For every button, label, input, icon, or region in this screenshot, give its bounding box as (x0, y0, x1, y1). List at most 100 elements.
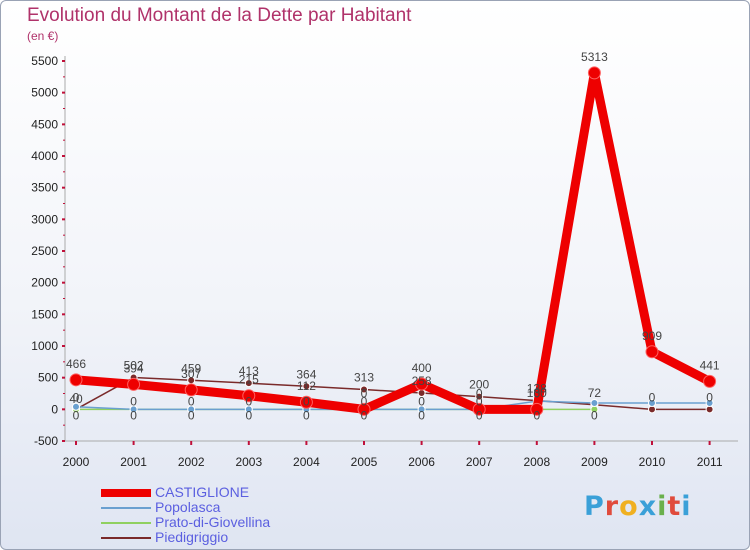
x-tick-label: 2000 (63, 455, 90, 469)
x-tick-label: 2011 (697, 455, 723, 469)
legend-swatch-prato (101, 522, 151, 524)
x-tick-label: 2003 (235, 455, 262, 469)
data-label-piedigriggio: 200 (469, 378, 489, 392)
point-popolasca (590, 399, 599, 407)
data-label-piedigriggio: 258 (412, 374, 432, 388)
data-label-prato-di-giovellina: 0 (245, 408, 252, 422)
logo-letter: t (667, 491, 682, 522)
point-piedigriggio (244, 379, 253, 388)
y-tick-label: 4000 (31, 149, 58, 163)
point-popolasca (129, 405, 138, 414)
y-tick-label: 3000 (31, 212, 58, 226)
y-tick-label: -500 (34, 434, 58, 448)
series-line-piedigriggio (75, 376, 711, 411)
point-popolasca (244, 405, 253, 414)
data-label-castiglione: 400 (412, 361, 432, 375)
series-line-castiglione (71, 68, 715, 414)
point-castiglione (645, 345, 659, 359)
x-tick-label: 2008 (523, 455, 550, 469)
data-label-prato-di-giovellina: 0 (476, 408, 483, 422)
legend-swatch-piedigriggio (101, 537, 151, 539)
legend-label-prato: Prato-di-Giovellina (155, 514, 271, 530)
x-tick-label: 2007 (466, 455, 493, 469)
data-label-piedigriggio: 0 (649, 390, 656, 404)
data-label-popolasca: 0 (476, 394, 483, 408)
y-tick-label: 1000 (31, 339, 58, 353)
proxiti-logo: Proxiti (584, 491, 692, 522)
point-popolasca (648, 399, 656, 407)
data-label-piedigriggio: 459 (181, 361, 201, 375)
data-label-popolasca: 0 (418, 394, 425, 408)
y-tick-label: 500 (38, 371, 58, 385)
point-popolasca (705, 399, 714, 407)
data-label-castiglione: 0 (361, 386, 368, 400)
y-tick-label: 1500 (31, 307, 58, 321)
series-line-popolasca (75, 400, 711, 411)
data-label-prato-di-giovellina: 0 (533, 408, 540, 422)
y-tick-label: 3500 (31, 181, 58, 195)
legend-label-popolasca: Popolasca (155, 499, 221, 515)
logo-letter: P (584, 491, 605, 522)
data-label-piedigriggio: 72 (588, 386, 602, 400)
legend-label-piedigriggio: Piedigriggio (155, 529, 229, 545)
data-label-piedigriggio: 413 (239, 364, 259, 378)
point-castiglione (587, 66, 601, 80)
x-tick-label: 2009 (581, 455, 608, 469)
data-label-castiglione: 307 (181, 367, 201, 381)
x-tick-label: 2006 (408, 455, 435, 469)
point-castiglione (530, 402, 544, 416)
chart-title: Evolution du Montant de la Dette par Hab… (27, 5, 412, 26)
point-castiglione (242, 389, 256, 403)
data-label-castiglione: 909 (642, 329, 662, 343)
data-label-prato-di-giovellina: 0 (591, 408, 598, 422)
data-label-prato-di-giovellina: 0 (303, 408, 310, 422)
x-tick-label: 2001 (120, 455, 147, 469)
data-label-prato-di-giovellina: 0 (130, 408, 137, 422)
y-tick-label: 0 (51, 402, 58, 416)
point-castiglione (127, 377, 141, 391)
x-tick-label: 2010 (639, 455, 666, 469)
data-label-popolasca: 0 (361, 394, 368, 408)
chart-subtitle: (en €) (27, 29, 59, 43)
x-tick-label: 2005 (351, 455, 378, 469)
legend-swatch-popolasca (101, 507, 151, 509)
y-tick-label: 4500 (31, 117, 58, 131)
point-piedigriggio (475, 392, 484, 401)
data-label-castiglione: 441 (700, 358, 720, 372)
data-label-castiglione: 466 (66, 357, 86, 371)
logo-letter: o (619, 491, 639, 522)
point-popolasca (72, 402, 80, 411)
logo-letter: x (638, 491, 658, 522)
point-piedigriggio (302, 382, 311, 391)
data-label-piedigriggio: 313 (354, 371, 374, 385)
axes: -500050010001500200025003000350040004500… (31, 54, 738, 469)
data-label-prato-di-giovellina: 0 (361, 408, 368, 422)
data-label-castiglione: 5313 (581, 50, 608, 64)
logo-letter: i (681, 491, 692, 522)
point-castiglione (472, 402, 486, 416)
point-castiglione (703, 374, 717, 388)
data-label-piedigriggio: 502 (124, 359, 144, 373)
logo-letter: i (657, 491, 668, 522)
x-tick-label: 2004 (293, 455, 320, 469)
point-castiglione (415, 377, 429, 391)
legend-swatch-castiglione (101, 489, 151, 497)
point-piedigriggio (360, 385, 368, 394)
data-label-castiglione: 112 (297, 379, 316, 393)
data-label-piedigriggio: 138 (527, 382, 547, 396)
point-castiglione (299, 395, 313, 409)
data-label-popolasca: 0 (130, 394, 137, 408)
point-popolasca (187, 405, 196, 414)
series-layer (69, 66, 717, 416)
data-label-piedigriggio: 0 (706, 390, 713, 404)
data-label-popolasca: 130 (527, 386, 547, 400)
data-label-castiglione: 0 (476, 386, 483, 400)
y-tick-label: 2500 (31, 244, 58, 258)
point-popolasca (417, 405, 426, 414)
x-tick-label: 2002 (178, 455, 205, 469)
data-label-piedigriggio: 364 (296, 367, 316, 381)
point-castiglione (184, 383, 198, 397)
data-label-popolasca: 0 (303, 394, 310, 408)
